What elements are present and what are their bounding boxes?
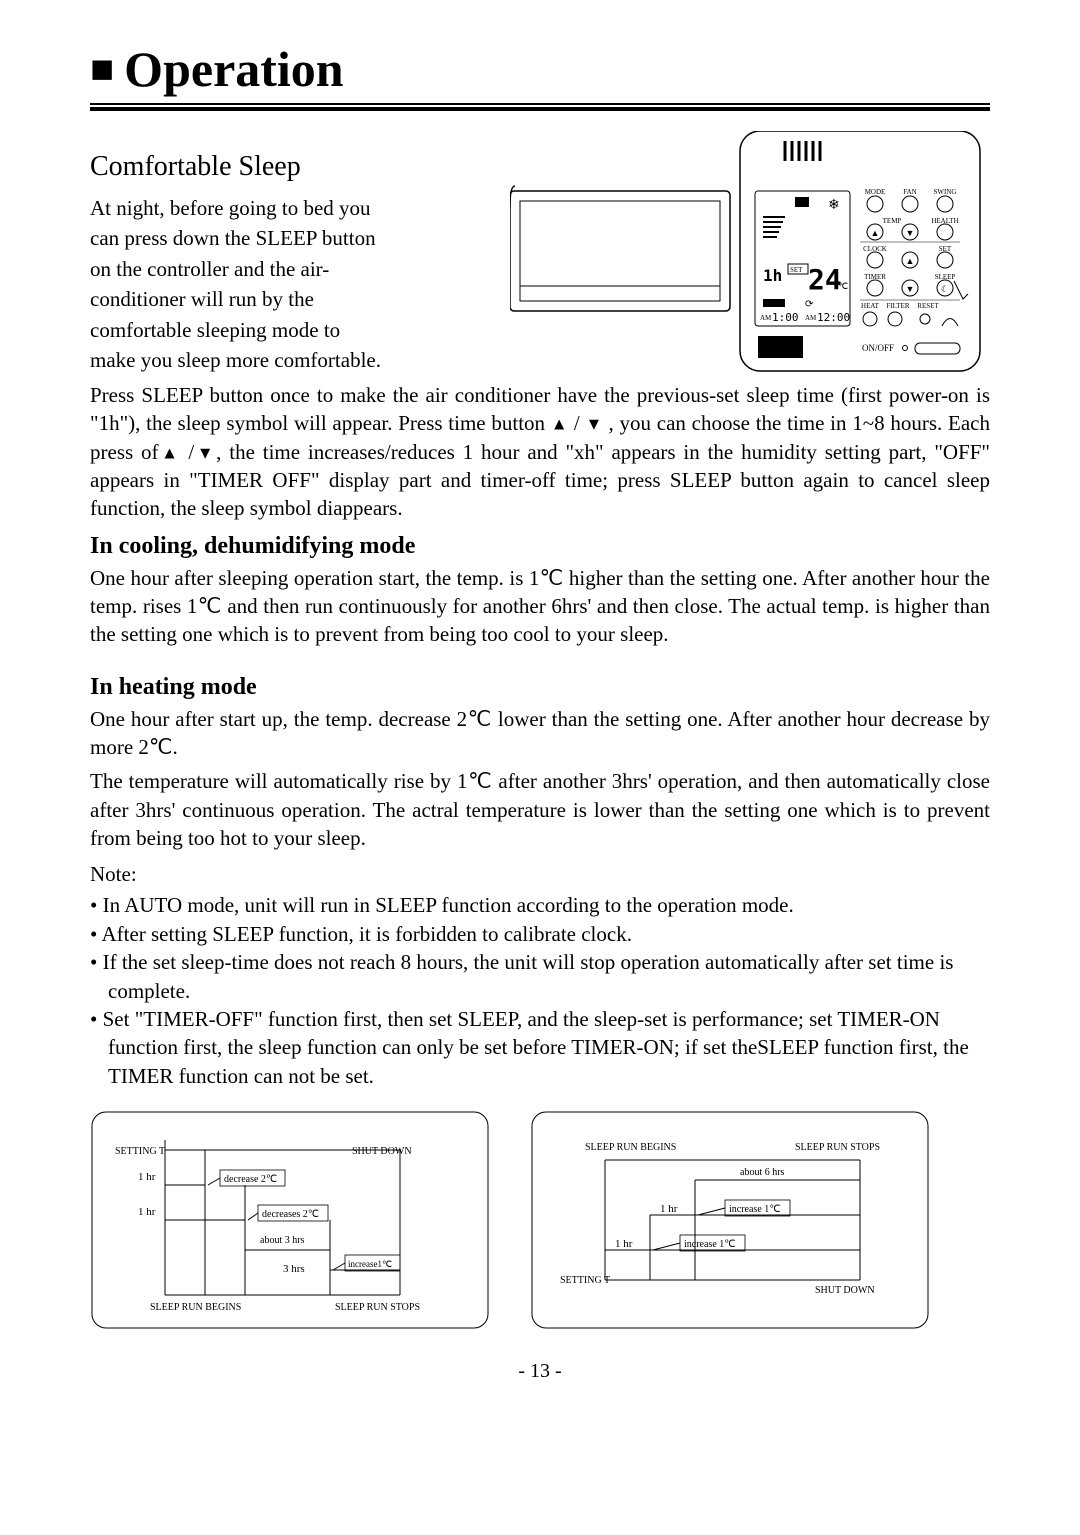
chart-left-begins: SLEEP RUN BEGINS	[150, 1302, 241, 1313]
up-triangle-icon: ▲	[551, 415, 568, 434]
lcd-set-label: SET	[790, 266, 803, 274]
chart-left-shutdown: SHUT DOWN	[352, 1146, 412, 1157]
svg-text:▼: ▼	[906, 284, 915, 294]
chart-left-1hr-b: 1 hr	[138, 1206, 156, 1218]
note-item: Set "TIMER-OFF" function first, then set…	[108, 1005, 990, 1090]
chart-right-stops: SLEEP RUN STOPS	[795, 1142, 880, 1153]
down-triangle-icon: ▼	[194, 443, 216, 462]
btn-label-reset: RESET	[917, 302, 939, 310]
note-item: After setting SLEEP function, it is forb…	[108, 920, 990, 948]
svg-text:▼: ▼	[906, 228, 915, 238]
lcd-am1: AM	[760, 314, 772, 322]
up-triangle-icon: ▲	[159, 443, 181, 462]
bullet-icon: ■	[90, 49, 114, 89]
chart-right-inc1b: increase 1℃	[684, 1239, 735, 1250]
btn-label-swing: SWING	[934, 188, 957, 196]
chart-left-dec2a: decrease 2℃	[224, 1174, 277, 1185]
btn-label-temp: TEMP	[883, 217, 902, 225]
note-label: Note:	[90, 862, 990, 887]
svg-text:▲: ▲	[871, 228, 880, 238]
lcd-time2: 12:00	[817, 311, 850, 324]
remote-illustration: ❄ 1h SET 24 ℃ ⟳ AM 1:00	[410, 131, 990, 381]
lcd-am2: AM	[805, 314, 817, 322]
btn-label-mode: MODE	[865, 188, 886, 196]
lcd-time1: 1:00	[772, 311, 799, 324]
note-item: If the set sleep-time does not reach 8 h…	[108, 948, 990, 1005]
lcd-sleep-hours: 1h	[763, 266, 782, 285]
btn-label-filter: FILTER	[886, 302, 909, 310]
chart-left-3hrs: 3 hrs	[283, 1263, 305, 1275]
page-number: - 13 -	[90, 1360, 990, 1383]
notes-list: In AUTO mode, unit will run in SLEEP fun…	[90, 891, 990, 1089]
chart-right-about6: about 6 hrs	[740, 1167, 785, 1178]
intro-paragraph: At night, before going to bed you can pr…	[90, 193, 390, 376]
heating-para1: One hour after start up, the temp. decre…	[90, 705, 990, 762]
chart-right-setting: SETTING T	[560, 1275, 610, 1286]
cooling-para: One hour after sleeping operation start,…	[90, 564, 990, 649]
btn-label-heat: HEAT	[861, 302, 880, 310]
note-item: In AUTO mode, unit will run in SLEEP fun…	[108, 891, 990, 919]
chart-left-about3: about 3 hrs	[260, 1235, 305, 1246]
svg-text:⟳: ⟳	[805, 299, 814, 310]
cooling-title: In cooling, dehumidifying mode	[90, 533, 990, 560]
chart-cooling: SLEEP RUN BEGINS SLEEP RUN STOPS about 6…	[530, 1110, 930, 1330]
heating-title: In heating mode	[90, 674, 990, 701]
section-title: Comfortable Sleep	[90, 151, 390, 183]
divider-thick	[90, 107, 990, 111]
para-sleep-desc: Press SLEEP button once to make the air …	[90, 381, 990, 523]
down-triangle-icon: ▼	[585, 415, 602, 434]
chart-right-inc1a: increase 1℃	[729, 1204, 780, 1215]
heating-para2: The temperature will automatically rise …	[90, 767, 990, 852]
svg-text:❄: ❄	[828, 198, 840, 213]
chart-right-shutdown: SHUT DOWN	[815, 1285, 875, 1296]
chart-left-1hr-a: 1 hr	[138, 1171, 156, 1183]
btn-label-onoff: ON/OFF	[862, 343, 894, 353]
chart-left-stops: SLEEP RUN STOPS	[335, 1302, 420, 1313]
chart-right-1hr-a: 1 hr	[660, 1203, 678, 1215]
svg-text:▲: ▲	[906, 256, 915, 266]
lcd-temp-unit: ℃	[838, 281, 848, 291]
svg-text:☾: ☾	[941, 284, 949, 294]
btn-label-fan: FAN	[903, 188, 916, 196]
chart-right-1hr-b: 1 hr	[615, 1238, 633, 1250]
chart-right-begins: SLEEP RUN BEGINS	[585, 1142, 676, 1153]
chart-heating: SETTING T SHUT DOWN 1 hr decrease 2℃ 1 h…	[90, 1110, 490, 1330]
chart-left-dec2b: decreases 2℃	[262, 1209, 319, 1220]
divider-thin	[90, 103, 990, 105]
lcd-temp: 24	[808, 263, 842, 296]
chart-left-setting: SETTING T	[115, 1146, 165, 1157]
chart-left-inc1: increase1℃	[348, 1259, 392, 1269]
header: ■ Operation	[90, 40, 990, 98]
page-title: Operation	[124, 40, 343, 98]
